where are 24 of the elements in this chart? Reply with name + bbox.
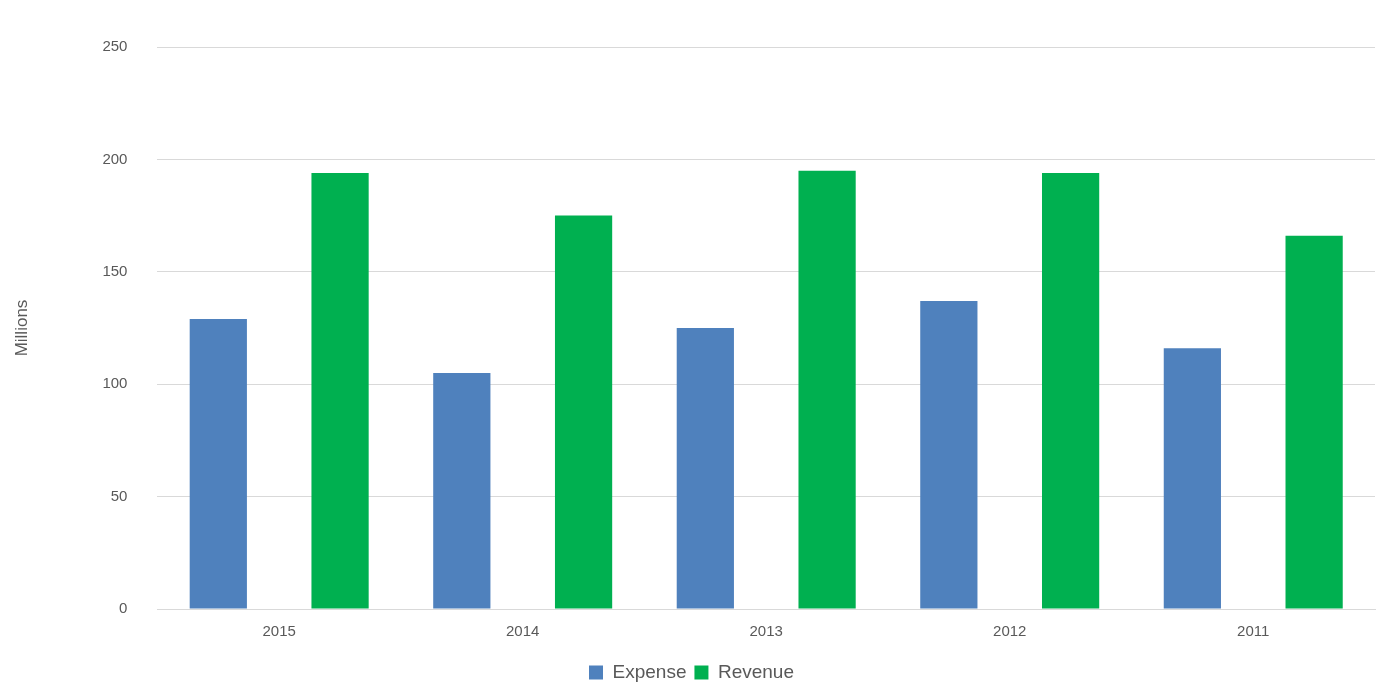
bar	[676, 328, 734, 609]
y-tick-label: 50	[110, 486, 128, 504]
bar	[554, 215, 613, 609]
bar	[433, 372, 491, 609]
x-tick-label: 2014	[506, 622, 540, 640]
x-tick-label: 2011	[1237, 622, 1270, 640]
x-tick-label: 2013	[749, 622, 783, 640]
y-tick-label: 150	[102, 261, 128, 279]
y-tick-label: 200	[102, 149, 128, 167]
y-tick-label: 100	[102, 374, 128, 392]
y-tick-label: 250	[102, 37, 128, 55]
bar	[189, 319, 247, 609]
bar	[1285, 235, 1343, 609]
y-tick-label: 0	[119, 599, 128, 617]
bar	[920, 301, 978, 609]
bar	[798, 170, 856, 609]
bar	[1041, 172, 1100, 609]
legend-label: Revenue	[717, 660, 794, 682]
legend-label: Expense	[612, 660, 687, 682]
x-tick-label: 2015	[262, 622, 296, 640]
bar	[1163, 348, 1221, 609]
y-axis-title: Millions	[11, 299, 31, 357]
x-tick-label: 2012	[993, 622, 1027, 640]
bar	[311, 172, 369, 609]
